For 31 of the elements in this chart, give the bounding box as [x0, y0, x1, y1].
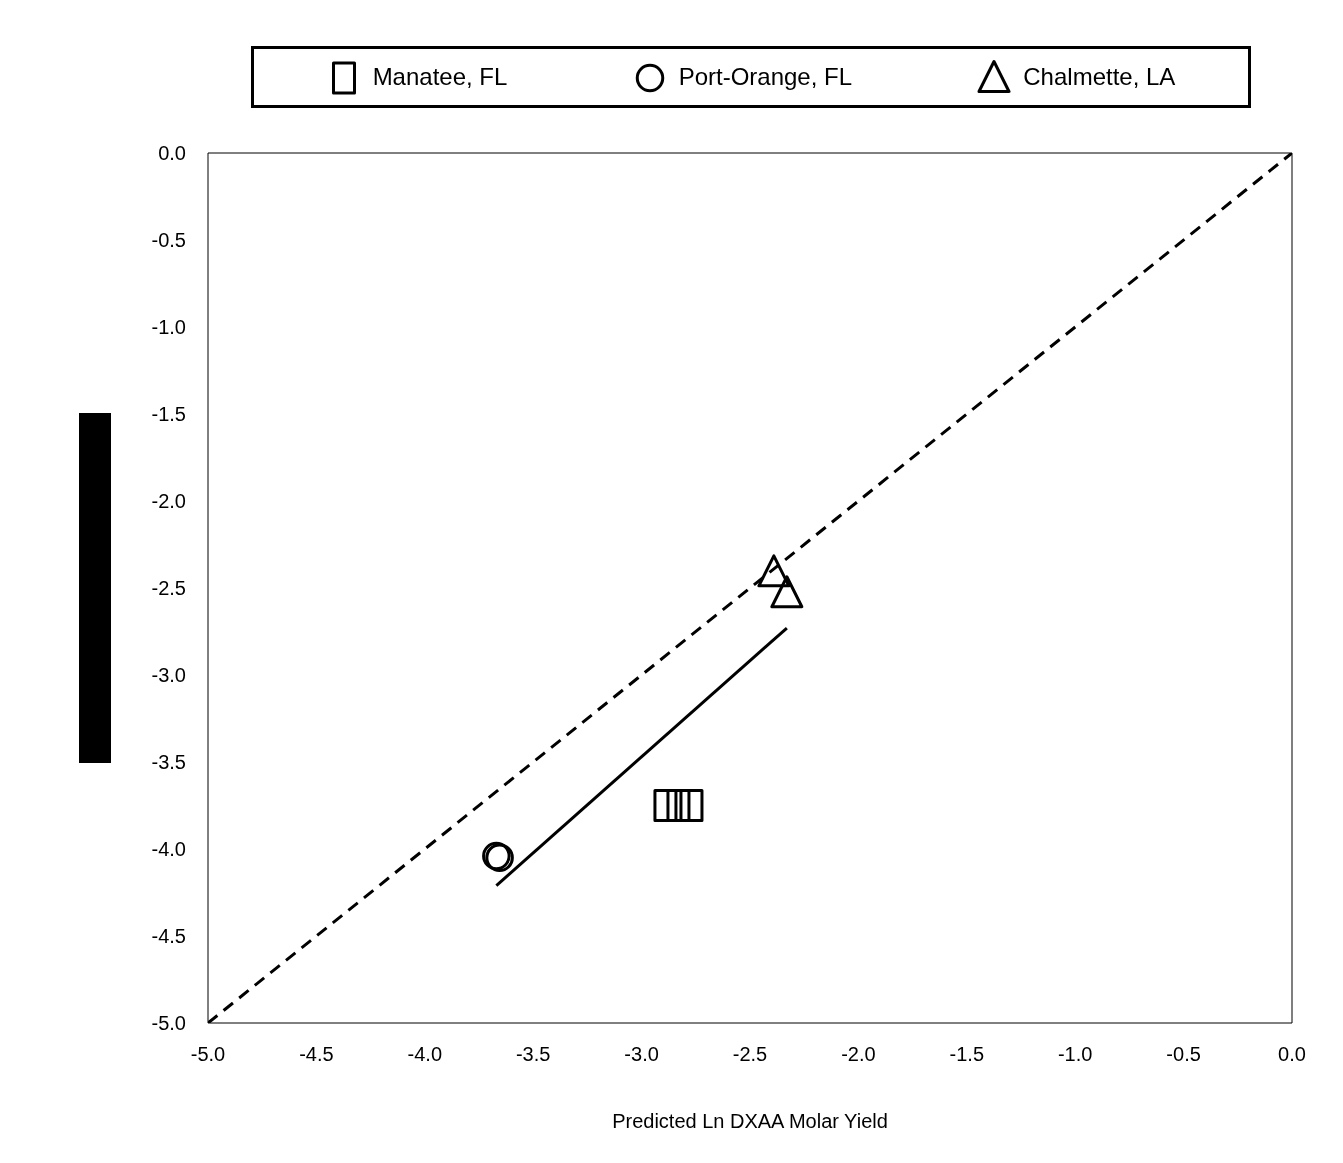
y-tick-label: -0.5	[151, 229, 186, 252]
x-tick-label: -4.5	[299, 1043, 334, 1066]
y-tick-label: 0.0	[158, 142, 186, 165]
y-tick-label: -3.0	[151, 664, 186, 687]
x-tick-label: -1.5	[949, 1043, 985, 1066]
x-tick-label: 0.0	[1278, 1043, 1306, 1066]
x-tick-label: -3.0	[624, 1043, 659, 1066]
x-axis-title: Predicted Ln DXAA Molar Yield	[612, 1110, 888, 1132]
x-tick-label: -1.0	[1057, 1043, 1093, 1066]
y-tick-label: -4.0	[151, 838, 186, 861]
x-tick-label: -2.5	[732, 1043, 768, 1066]
point	[653, 789, 678, 822]
x-tick-label: -5.0	[190, 1043, 226, 1066]
point	[666, 789, 691, 822]
legend-label: Port-Orange, FL	[678, 63, 853, 91]
y-tick-label: -1.0	[151, 316, 186, 339]
x-tick-label: -0.5	[1166, 1043, 1201, 1066]
legend-label: Chalmette, LA	[1023, 63, 1176, 91]
x-tick-label: -4.0	[407, 1043, 443, 1066]
y-tick-label: -2.0	[151, 490, 186, 513]
y-tick-label: -4.5	[151, 925, 186, 948]
point	[679, 789, 704, 822]
legend-label: Manatee, FL	[372, 63, 508, 91]
y-tick-label: -3.5	[151, 751, 186, 774]
y-tick-label: -1.5	[151, 403, 186, 426]
y-tick-label: -2.5	[151, 577, 186, 600]
y-tick-label: -5.0	[151, 1012, 186, 1035]
point	[757, 554, 791, 588]
point	[770, 575, 804, 609]
x-tick-label: -2.0	[841, 1043, 876, 1066]
x-tick-label: -3.5	[515, 1043, 551, 1066]
